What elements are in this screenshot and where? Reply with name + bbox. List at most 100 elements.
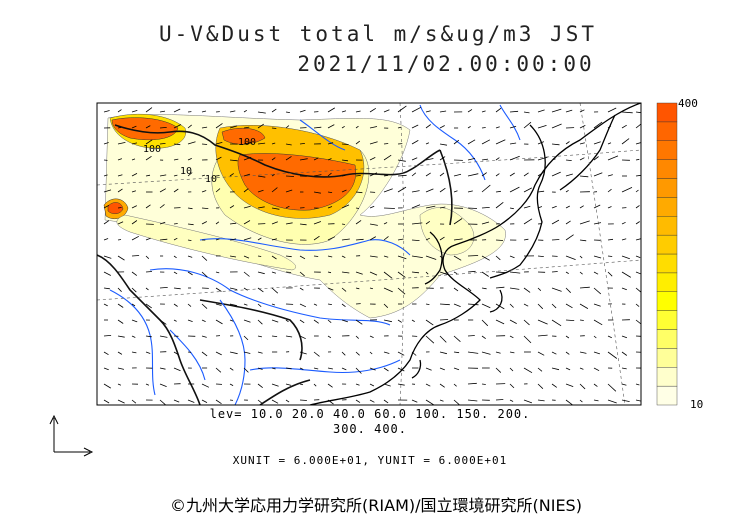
wind-vector [495, 173, 500, 177]
wind-vector [453, 303, 461, 307]
wind-vector [607, 255, 613, 257]
wind-vector [439, 255, 444, 259]
wind-vector [593, 271, 599, 275]
wind-vector [635, 174, 641, 177]
wind-vector [383, 109, 390, 113]
wind-vector [229, 383, 234, 386]
wind-vector [369, 335, 374, 338]
wind-vector [425, 158, 434, 161]
wind-vector [369, 141, 378, 145]
wind-vector [257, 189, 264, 193]
wind-vector [537, 319, 548, 325]
wind-vector [523, 399, 533, 404]
wind-vector [565, 189, 569, 193]
wind-vector [355, 335, 359, 339]
wind-vector [397, 174, 407, 177]
wind-vector [383, 143, 389, 145]
wind-vector [467, 207, 478, 209]
wind-vector [439, 319, 449, 321]
wind-vector [439, 187, 446, 193]
wind-vector [271, 303, 276, 306]
wind-vector [103, 351, 109, 356]
wind-vector [257, 335, 262, 338]
contour-label: 100 [143, 144, 161, 155]
wind-vector [341, 271, 350, 274]
wind-vector [313, 221, 322, 225]
wind-vector [621, 238, 627, 241]
wind-vector [103, 255, 112, 259]
wind-vector [201, 399, 208, 403]
wind-vector [131, 351, 137, 354]
wind-vector [313, 303, 318, 306]
wind-vector [131, 335, 136, 338]
wind-vector [579, 399, 583, 403]
wind-vector [257, 175, 266, 178]
wind-vector [411, 239, 420, 241]
wind-vector [607, 351, 618, 359]
wind-vector [453, 399, 461, 405]
wind-vector [145, 204, 151, 209]
wind-vector [397, 255, 407, 260]
wind-vector [635, 142, 641, 145]
wind-vector [495, 190, 501, 193]
wind-vector [481, 172, 487, 177]
wind-vector [271, 127, 277, 129]
wind-vector [383, 287, 393, 293]
wind-vector [257, 287, 264, 293]
wind-vector [593, 335, 597, 339]
wind-vector [621, 271, 632, 278]
wind-vector [285, 383, 292, 386]
wind-vector [341, 175, 346, 177]
wind-vector [243, 335, 249, 341]
wind-vector [229, 303, 238, 306]
colorbar-segment [656, 159, 678, 179]
wind-vector [145, 335, 152, 338]
contour-label: 100 [238, 137, 256, 148]
wind-vector [173, 271, 178, 275]
wind-vector [243, 188, 249, 193]
wind-vector [621, 383, 627, 386]
wind-vector [453, 367, 460, 371]
wind-vector [145, 125, 151, 129]
wind-vector [523, 238, 529, 241]
wind-vector [467, 335, 475, 337]
colorbar-segment [656, 348, 678, 368]
wind-vector [355, 175, 361, 177]
wind-vector [607, 238, 614, 241]
wind-vector [439, 236, 445, 241]
wind-vector [621, 335, 628, 339]
wind-vector [579, 319, 584, 321]
wind-vector [523, 205, 531, 209]
wind-vector [355, 125, 359, 129]
wind-vector [117, 399, 125, 404]
wind-vector [369, 157, 376, 161]
wind-vector [453, 218, 463, 225]
wind-vector [243, 319, 251, 323]
wind-vector [285, 367, 292, 370]
wind-vector [159, 399, 166, 405]
contour-levels-line2: 300. 400. [332, 422, 408, 436]
wind-vector [215, 399, 222, 405]
wind-vector [509, 207, 514, 210]
wind-vector [523, 367, 533, 374]
wind-vector [579, 157, 585, 161]
wind-vector [187, 223, 194, 226]
wind-vector [551, 205, 557, 209]
wind-vector [159, 319, 167, 325]
wind-vector [257, 367, 263, 370]
wind-vector [635, 319, 641, 325]
wind-vector [635, 205, 640, 209]
wind-vector [607, 142, 612, 145]
colorbar-segment [656, 291, 678, 311]
wind-vector [621, 255, 630, 260]
wind-vector [481, 335, 486, 340]
wind-vector [187, 172, 193, 177]
wind-vector [509, 186, 520, 193]
wind-vector [635, 158, 640, 161]
wind-vector [173, 143, 181, 146]
wind-vector [537, 399, 545, 402]
wind-vector [383, 207, 395, 209]
wind-vector [215, 319, 223, 325]
wind-vector [495, 286, 505, 289]
wind-vector [145, 383, 150, 386]
